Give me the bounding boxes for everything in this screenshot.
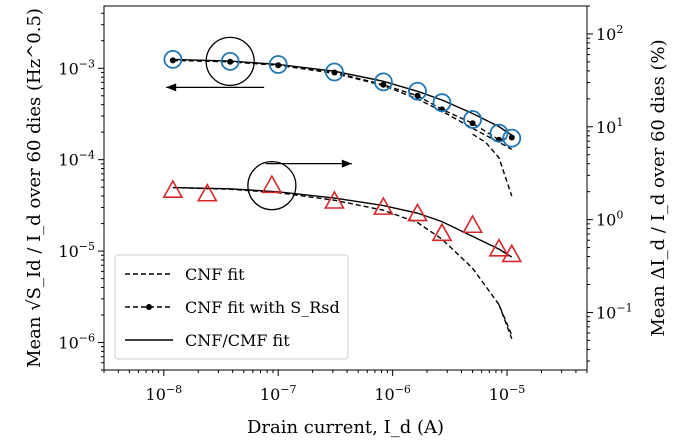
fit-line xyxy=(472,133,513,197)
y-right-tick-label: 102 xyxy=(596,23,623,44)
legend-entry-label: CNF fit with S_Rsd xyxy=(185,298,340,317)
x-tick-label: 10−7 xyxy=(260,383,297,404)
y-left-tick-label: 10−5 xyxy=(58,240,95,261)
data-point-circle xyxy=(502,128,522,148)
axes: 10−8 10−7 10−6 10−5 10−6 10−5 10−4 10−3 10−1 100 1… xyxy=(24,5,669,438)
data-point-triangle xyxy=(431,222,453,242)
legend-dot xyxy=(146,304,152,310)
y-right-tick-label: 100 xyxy=(596,209,623,230)
x-tick-label: 10−6 xyxy=(374,383,411,404)
data-point-triangle xyxy=(324,190,345,209)
data-point-circle xyxy=(463,110,482,129)
data-point-triangle xyxy=(488,238,510,257)
y-right-tick-label: 101 xyxy=(596,116,623,137)
fit-line-dot xyxy=(169,57,176,64)
markers xyxy=(162,50,523,263)
annotation-arrow-head xyxy=(166,83,177,92)
fit-line-dot xyxy=(380,81,387,88)
legend-entry-label: CNF/CMF fit xyxy=(185,331,290,350)
data-point-circle xyxy=(268,55,288,74)
data-point-circle xyxy=(432,93,452,113)
data-point-triangle xyxy=(407,202,428,222)
data-point-circle xyxy=(163,50,183,69)
y-right-tick-label: 10−1 xyxy=(596,301,633,322)
data-point-triangle xyxy=(501,243,523,263)
data-point-triangle xyxy=(372,196,394,215)
y-right-axis-label: Mean ΔI_d / I_d over 60 dies (%) xyxy=(648,39,669,336)
data-point-triangle xyxy=(196,182,218,202)
data-point-circle xyxy=(220,51,240,71)
annotation-circle xyxy=(247,160,297,211)
plot-frame xyxy=(103,5,588,371)
data-point-triangle xyxy=(261,174,283,194)
fit-line-dot xyxy=(508,134,515,141)
data-point-triangle xyxy=(462,214,483,234)
y-left-tick-label: 10−6 xyxy=(58,331,95,352)
data-point-circle xyxy=(325,62,344,82)
data-point-circle xyxy=(489,123,509,143)
fit-line xyxy=(498,304,513,339)
fit-line-dot xyxy=(414,92,421,99)
x-axis-label: Drain current, I_d (A) xyxy=(247,417,444,438)
legend-entry-label: CNF fit xyxy=(185,265,245,284)
legend-box xyxy=(114,254,349,360)
y-left-tick-label: 10−4 xyxy=(58,149,95,170)
annotation-circle xyxy=(205,36,255,87)
fit-line xyxy=(172,186,513,258)
fit-line-dot xyxy=(469,120,476,127)
x-tick-label: 10−8 xyxy=(146,383,183,404)
annotations xyxy=(166,36,352,211)
data-point-circle xyxy=(408,81,427,101)
data-point-triangle xyxy=(162,179,184,198)
annotation-arrow-head xyxy=(341,159,352,168)
y-left-tick-label: 10−3 xyxy=(58,57,95,78)
legend: CNF fit CNF fit with S_Rsd CNF/CMF fit xyxy=(114,254,349,360)
x-tick-label: 10−5 xyxy=(489,383,526,404)
y-left-axis-label: Mean √S_Id / I_d over 60 dies (Hz^0.5) xyxy=(24,8,45,368)
data-point-circle xyxy=(373,72,393,92)
